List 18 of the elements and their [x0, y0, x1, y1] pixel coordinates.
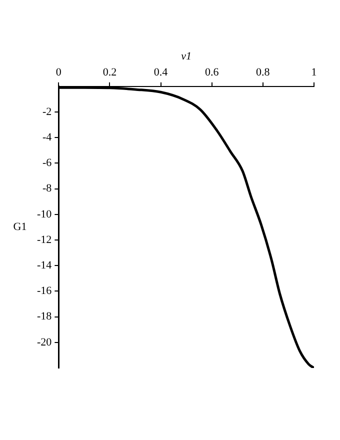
y-tick-label: -16: [36, 285, 52, 298]
y-tick-label: -2: [42, 106, 52, 118]
x-tick-label: 0.2: [102, 66, 117, 79]
y-tick-label: -8: [42, 182, 52, 195]
y-tick-label: -14: [36, 259, 52, 272]
y-axis-title: G1: [13, 221, 27, 234]
x-tick-label: 0.8: [256, 66, 270, 79]
y-tick-label: -10: [36, 208, 52, 220]
y-tick-label: -18: [36, 310, 52, 323]
y-tick-label: -20: [36, 336, 52, 348]
y-tick-label: -12: [36, 234, 52, 246]
x-tick-label: 0.6: [204, 66, 220, 79]
x-tick-label: 0: [56, 66, 62, 79]
x-tick-label: 1: [311, 66, 317, 79]
y-tick-label: -4: [42, 131, 52, 144]
x-tick-label: 0.4: [154, 66, 168, 79]
y-tick-label: -6: [42, 157, 52, 170]
x-axis-title: v1: [181, 50, 192, 62]
